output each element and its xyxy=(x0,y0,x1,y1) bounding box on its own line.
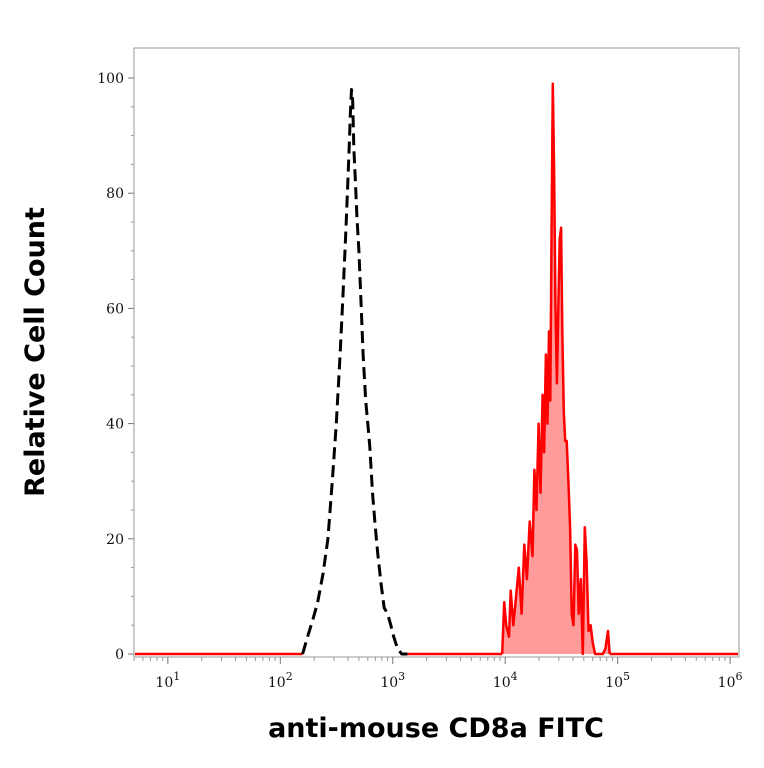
x-tick-label: 102 xyxy=(268,670,293,691)
y-axis-title: Relative Cell Count xyxy=(20,207,51,497)
x-tick-label: 105 xyxy=(605,670,630,691)
x-tick-label: 101 xyxy=(155,670,180,691)
x-tick-label: 106 xyxy=(718,670,743,691)
y-tick-label: 20 xyxy=(106,532,124,548)
control-histogram-line xyxy=(301,88,408,656)
series-layer xyxy=(135,82,738,656)
y-tick-label: 80 xyxy=(106,186,124,202)
y-tick-label: 40 xyxy=(106,417,124,433)
stained-histogram-line xyxy=(500,82,611,656)
x-tick-label: 104 xyxy=(493,670,518,691)
y-tick-label: 0 xyxy=(115,647,124,663)
y-tick-label: 60 xyxy=(106,301,124,317)
x-tick-label: 103 xyxy=(380,670,405,691)
y-tick-label: 100 xyxy=(97,71,124,87)
x-axis-ticks: 101 102 103 104 105 106 xyxy=(133,657,743,691)
plot-frame xyxy=(133,47,740,658)
y-axis-ticks: 0 20 40 60 80 100 xyxy=(97,71,134,663)
x-axis-title: anti-mouse CD8a FITC xyxy=(268,713,604,744)
